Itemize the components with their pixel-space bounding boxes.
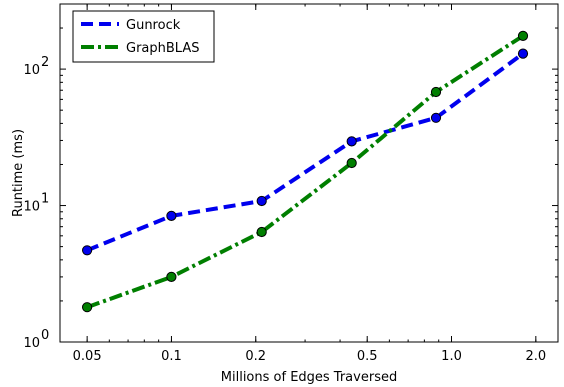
legend: Gunrock GraphBLAS — [72, 10, 215, 63]
data-point-0-0 — [82, 245, 93, 256]
x-tick-label-0: 0.05 — [73, 349, 102, 364]
y-tick-label-2: 10 — [23, 63, 40, 78]
x-tick-label-2: 0.2 — [245, 349, 266, 364]
data-point-0-4 — [430, 112, 442, 123]
y-tick-exponent-0: 0 — [41, 328, 49, 343]
y-tick-exponent-1: 1 — [41, 192, 49, 207]
x-tick-label-1: 0.1 — [161, 349, 182, 364]
data-point-1-0 — [82, 302, 93, 313]
x-axis-label: Millions of Edges Traversed — [221, 370, 397, 385]
series-line-0 — [86, 51, 525, 253]
plot-frame — [59, 3, 559, 343]
data-point-1-4 — [430, 86, 442, 98]
y-tick-label-0: 10 — [23, 336, 40, 351]
x-tick-label-4: 1.0 — [441, 349, 462, 364]
data-point-1-3 — [346, 157, 357, 169]
data-point-1-1 — [166, 271, 177, 282]
data-point-0-5 — [517, 48, 529, 59]
legend-label-0: Gunrock — [126, 18, 181, 33]
series-line-1 — [86, 34, 525, 310]
data-point-1-5 — [517, 30, 529, 42]
data-point-0-1 — [166, 210, 177, 221]
x-tick-label-3: 0.5 — [357, 349, 378, 364]
x-tick-label-5: 2.0 — [525, 349, 546, 364]
legend-box — [72, 10, 215, 63]
data-point-1-2 — [256, 226, 267, 238]
y-tick-exponent-2: 2 — [41, 55, 49, 70]
y-axis-label: Runtime (ms) — [11, 129, 26, 217]
legend-label-1: GraphBLAS — [126, 41, 199, 56]
plot-content — [82, 30, 529, 313]
data-point-0-2 — [256, 195, 267, 207]
y-tick-label-1: 10 — [23, 200, 40, 215]
data-point-0-3 — [346, 136, 357, 147]
